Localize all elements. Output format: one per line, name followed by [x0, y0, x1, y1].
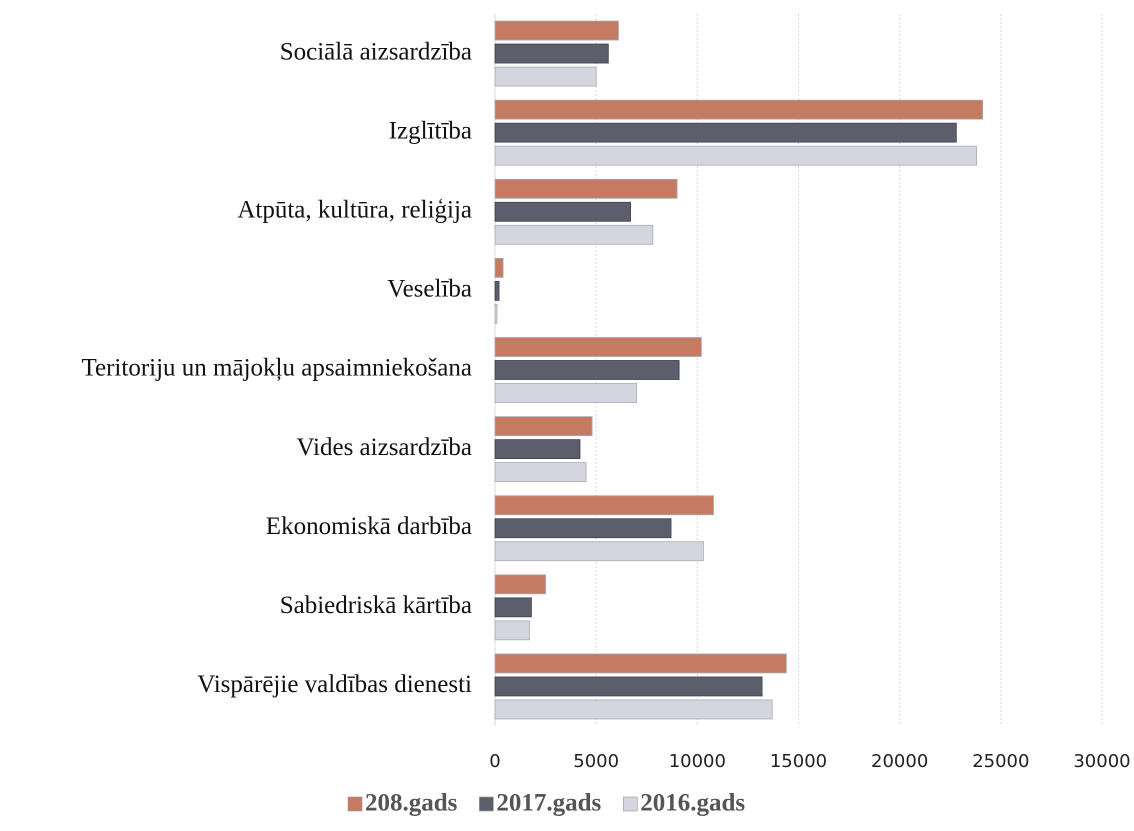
bar	[494, 383, 638, 403]
legend-label: 2016.gads	[640, 790, 745, 817]
bar	[494, 699, 773, 720]
y-tick-label: Teritoriju un mājokļu apsaimniekošana	[81, 355, 472, 382]
bar	[494, 360, 680, 380]
bar	[494, 99, 984, 120]
bar	[494, 416, 593, 437]
bar	[494, 303, 498, 324]
bar	[494, 178, 678, 199]
x-tick-label: 25000	[972, 751, 1029, 772]
y-tick-label: Vides aizsardzība	[296, 434, 472, 461]
y-tick-label: Ekonomiskā darbība	[266, 513, 472, 540]
x-tick-label: 30000	[1073, 751, 1130, 772]
bar	[494, 224, 654, 245]
x-tick-label: 10000	[669, 751, 726, 772]
y-tick-label: Vispārējie valdības dienesti	[197, 671, 472, 698]
legend-label: 2017.gads	[496, 790, 601, 817]
bar	[494, 280, 500, 301]
bar	[494, 495, 714, 516]
bar	[494, 518, 672, 539]
bar	[494, 597, 532, 618]
legend-swatch	[347, 796, 363, 812]
x-tick-label: 5000	[573, 751, 619, 772]
bar	[494, 653, 787, 674]
bar	[494, 43, 609, 64]
legend-label: 208.gads	[365, 790, 458, 817]
bar	[494, 462, 587, 483]
bar	[494, 257, 504, 278]
y-tick-label: Izglītība	[389, 117, 472, 144]
bar	[494, 439, 581, 460]
bar	[494, 337, 702, 357]
bar	[494, 574, 546, 595]
bar	[494, 620, 530, 641]
bar	[494, 676, 763, 697]
bar	[494, 20, 619, 41]
bar	[494, 145, 977, 166]
y-tick-label: Atpūta, kultūra, reliģija	[237, 197, 472, 224]
y-tick-label: Sabiedriskā kārtība	[280, 592, 472, 619]
bar	[494, 66, 597, 87]
y-tick-label: Veselība	[387, 276, 472, 303]
legend-swatch	[479, 796, 494, 812]
x-tick-label: 0	[489, 751, 500, 772]
bar	[494, 541, 704, 562]
legend-swatch	[622, 796, 638, 812]
bar	[494, 201, 631, 222]
x-tick-label: 15000	[770, 751, 827, 772]
y-tick-label: Sociālā aizsardzība	[280, 38, 472, 65]
x-tick-label: 20000	[871, 751, 928, 772]
bar	[494, 122, 957, 143]
